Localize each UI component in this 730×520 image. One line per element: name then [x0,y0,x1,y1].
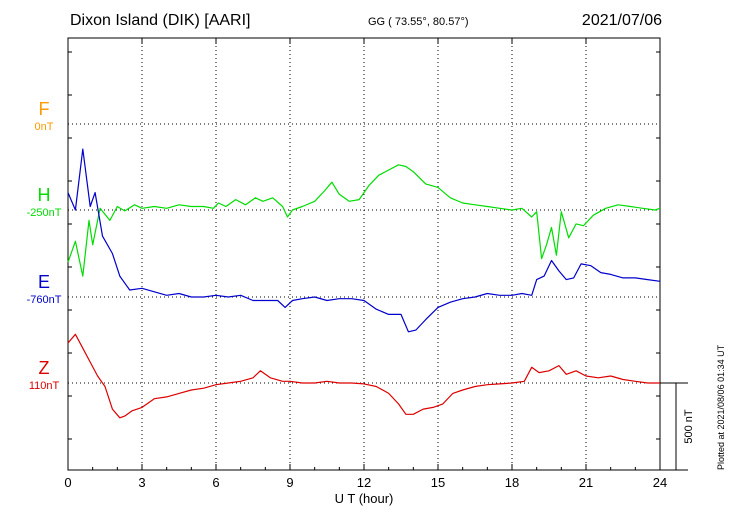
observation-date: 2021/07/06 [581,12,662,29]
baseline-label-e: -760nT [27,294,62,306]
x-tick-label: 12 [357,475,371,490]
component-label-e: E [38,272,50,292]
x-tick-label: 21 [579,475,593,490]
component-label-z: Z [39,358,50,378]
baseline-label-h: -250nT [27,207,62,219]
x-tick-label: 18 [505,475,519,490]
component-label-f: F [39,99,50,119]
component-label-h: H [38,185,51,205]
scale-bar-label: 500 nT [683,409,695,444]
x-tick-label: 24 [653,475,667,490]
series-line-e [67,148,661,333]
series-line-h [67,164,661,277]
plotted-timestamp: Plotted at 2021/08/06 01:34 UT [716,344,726,470]
station-title: Dixon Island (DIK) [AARI] [70,12,251,29]
geographic-coordinates: GG ( 73.55°, 80.57°) [368,16,469,28]
x-tick-label: 6 [212,475,219,490]
x-tick-label: 3 [138,475,145,490]
baseline-label-f: 0nT [35,121,54,133]
x-tick-label: 0 [64,475,71,490]
baseline-label-z: 110nT [29,380,60,392]
series-line-z [67,333,660,419]
x-axis-label: U T (hour) [335,491,394,506]
x-tick-label: 15 [431,475,445,490]
x-tick-label: 9 [286,475,293,490]
